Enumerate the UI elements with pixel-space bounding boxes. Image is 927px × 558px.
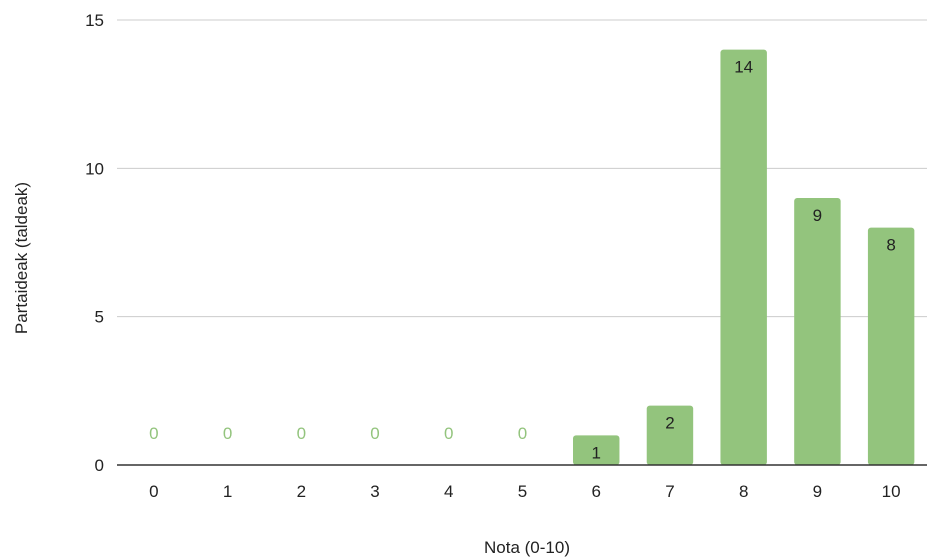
x-tick-label: 2 bbox=[297, 482, 306, 501]
data-label: 0 bbox=[297, 424, 306, 443]
y-axis-title: Partaideak (taldeak) bbox=[12, 182, 31, 334]
x-tick-label: 1 bbox=[223, 482, 232, 501]
x-tick-label: 0 bbox=[149, 482, 158, 501]
bar bbox=[646, 405, 694, 465]
x-tick-label: 10 bbox=[882, 482, 901, 501]
x-tick-label: 9 bbox=[813, 482, 822, 501]
y-tick-label: 0 bbox=[95, 456, 104, 475]
data-label: 14 bbox=[734, 58, 753, 77]
x-tick-label: 8 bbox=[739, 482, 748, 501]
data-label: 0 bbox=[444, 424, 453, 443]
x-tick-label: 3 bbox=[370, 482, 379, 501]
x-axis-title: Nota (0-10) bbox=[484, 538, 570, 557]
bars bbox=[573, 49, 915, 466]
data-label: 2 bbox=[665, 414, 674, 433]
x-tick-label: 5 bbox=[518, 482, 527, 501]
x-tick-label: 6 bbox=[591, 482, 600, 501]
y-axis-ticks: 0 5 10 15 bbox=[85, 11, 104, 475]
data-label: 0 bbox=[370, 424, 379, 443]
bar bbox=[867, 227, 915, 465]
bar bbox=[720, 49, 767, 466]
y-tick-label: 15 bbox=[85, 11, 104, 30]
bar bbox=[794, 198, 841, 465]
y-tick-label: 10 bbox=[85, 159, 104, 178]
data-label: 8 bbox=[886, 236, 895, 255]
x-tick-label: 7 bbox=[665, 482, 674, 501]
data-label: 0 bbox=[149, 424, 158, 443]
x-axis-ticks: 0 1 2 3 4 5 6 7 8 9 10 bbox=[149, 482, 900, 501]
y-tick-label: 5 bbox=[95, 308, 104, 327]
data-label: 0 bbox=[518, 424, 527, 443]
data-labels: 0 0 0 0 0 0 1 2 14 9 8 bbox=[149, 58, 896, 463]
x-tick-label: 4 bbox=[444, 482, 453, 501]
bar bbox=[573, 435, 620, 465]
data-label: 1 bbox=[591, 443, 600, 462]
data-label: 0 bbox=[223, 424, 232, 443]
data-label: 9 bbox=[813, 206, 822, 225]
gridlines bbox=[117, 19, 927, 318]
